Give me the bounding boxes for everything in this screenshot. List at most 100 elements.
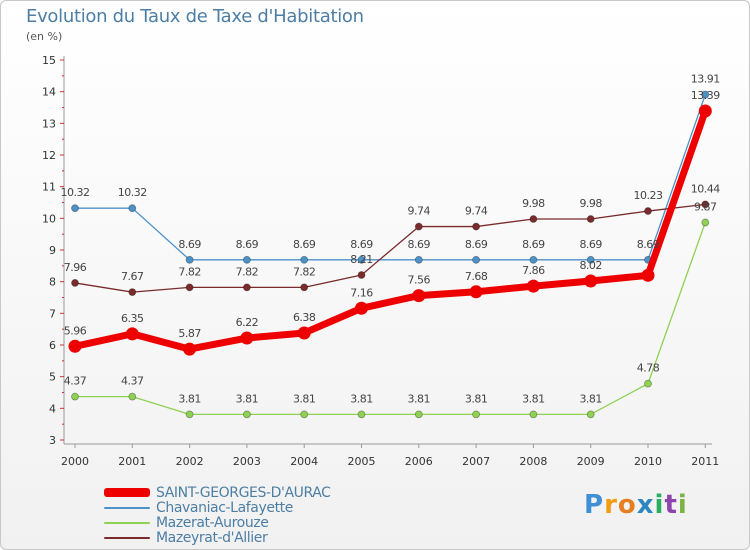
x-tick-label: 2011: [691, 455, 719, 468]
data-label: 8.69: [637, 238, 660, 251]
y-tick-label: 8: [49, 276, 56, 289]
data-label: 10.23: [634, 189, 663, 202]
legend-label: Mazerat-Aurouze: [156, 514, 269, 531]
legend-item-mazeyrat: Mazeyrat-d'Allier: [104, 529, 268, 546]
legend-label: Mazeyrat-d'Allier: [156, 529, 268, 546]
data-label: 8.69: [465, 238, 488, 251]
legend-swatch: [104, 536, 150, 539]
logo-letter: i: [654, 490, 665, 520]
data-label: 7.82: [236, 265, 259, 278]
chart-units: (en %): [26, 30, 63, 43]
data-point: [412, 289, 426, 303]
x-tick-label: 2008: [519, 455, 547, 468]
y-tick-label: 15: [42, 54, 56, 67]
data-point: [701, 218, 710, 227]
x-tick-label: 2002: [176, 455, 204, 468]
data-label: 9.98: [522, 197, 545, 210]
data-label: 8.69: [178, 238, 201, 251]
data-point: [71, 279, 79, 287]
data-point: [242, 410, 251, 419]
y-tick-label: 11: [42, 181, 56, 194]
data-point: [185, 410, 194, 419]
legend-item-chavaniac: Chavaniac-Lafayette: [104, 500, 293, 516]
data-label: 7.56: [408, 274, 431, 287]
data-label: 8.69: [236, 238, 259, 251]
data-point: [414, 255, 423, 264]
data-label: 8.21: [350, 253, 373, 266]
data-point: [71, 204, 79, 213]
data-label: 9.98: [579, 197, 602, 210]
data-point: [242, 283, 251, 292]
data-point: [297, 326, 311, 340]
y-tick-label: 3: [49, 434, 56, 447]
proxiti-logo: Proxiti: [584, 490, 688, 520]
data-point: [71, 392, 79, 401]
series-line: [71, 107, 709, 353]
data-label: 6.38: [293, 311, 316, 324]
data-label: 4.37: [64, 375, 87, 388]
data-label: 3.81: [350, 392, 373, 405]
data-point: [414, 410, 423, 419]
y-tick-label: 6: [49, 339, 56, 352]
data-point: [526, 279, 540, 293]
x-tick-label: 2005: [348, 455, 376, 468]
data-point: [300, 283, 309, 292]
legend-swatch: [104, 506, 150, 509]
data-label: 7.82: [178, 265, 201, 278]
data-point: [472, 255, 481, 264]
data-label: 7.96: [64, 261, 87, 274]
data-point: [644, 379, 652, 388]
y-tick-label: 10: [42, 212, 56, 225]
x-tick-label: 2004: [290, 455, 318, 468]
data-point: [300, 410, 309, 419]
data-label: 4.78: [637, 362, 660, 375]
y-tick-label: 7: [49, 307, 56, 320]
data-label: 8.69: [522, 238, 545, 251]
x-tick-label: 2001: [118, 455, 146, 468]
data-point: [529, 255, 538, 264]
logo-letter: o: [617, 490, 637, 520]
data-point: [469, 285, 483, 299]
legend-swatch: [104, 521, 150, 524]
data-point: [185, 283, 194, 292]
data-point: [586, 215, 595, 223]
data-label: 9.74: [465, 205, 488, 218]
data-label: 3.81: [178, 392, 201, 405]
data-point: [701, 200, 710, 209]
data-label: 8.69: [579, 238, 602, 251]
data-point: [584, 274, 598, 288]
data-label: 4.37: [121, 375, 144, 388]
data-point: [183, 342, 197, 356]
data-label: 5.87: [178, 327, 201, 340]
data-point: [357, 410, 366, 419]
x-tick-label: 2007: [462, 455, 490, 468]
data-label: 5.96: [64, 324, 87, 337]
data-point: [240, 331, 254, 345]
data-label: 3.81: [408, 392, 431, 405]
chart-title: Evolution du Taux de Taxe d'Habitation: [26, 6, 364, 27]
x-tick-label: 2000: [61, 455, 89, 468]
data-point: [586, 255, 595, 264]
y-tick-label: 13: [42, 117, 56, 130]
data-point: [128, 392, 137, 401]
logo-letter: x: [636, 490, 655, 520]
data-point: [641, 268, 655, 282]
legend-item-mazerat: Mazerat-Aurouze: [104, 514, 269, 531]
data-point: [355, 301, 368, 315]
data-label: 3.81: [293, 392, 316, 405]
data-label: 10.44: [691, 182, 720, 195]
data-point: [68, 339, 82, 353]
data-label: 9.87: [694, 200, 717, 213]
data-point: [128, 204, 137, 213]
data-point: [644, 207, 652, 215]
data-point: [128, 288, 137, 297]
data-point: [586, 410, 595, 419]
y-tick-label: 5: [49, 371, 56, 384]
data-point: [185, 255, 194, 264]
data-label: 8.02: [579, 259, 602, 272]
logo-letter: i: [677, 490, 688, 520]
data-label: 13.39: [691, 89, 720, 102]
series-line: [74, 203, 706, 293]
logo-letter: t: [664, 490, 678, 520]
